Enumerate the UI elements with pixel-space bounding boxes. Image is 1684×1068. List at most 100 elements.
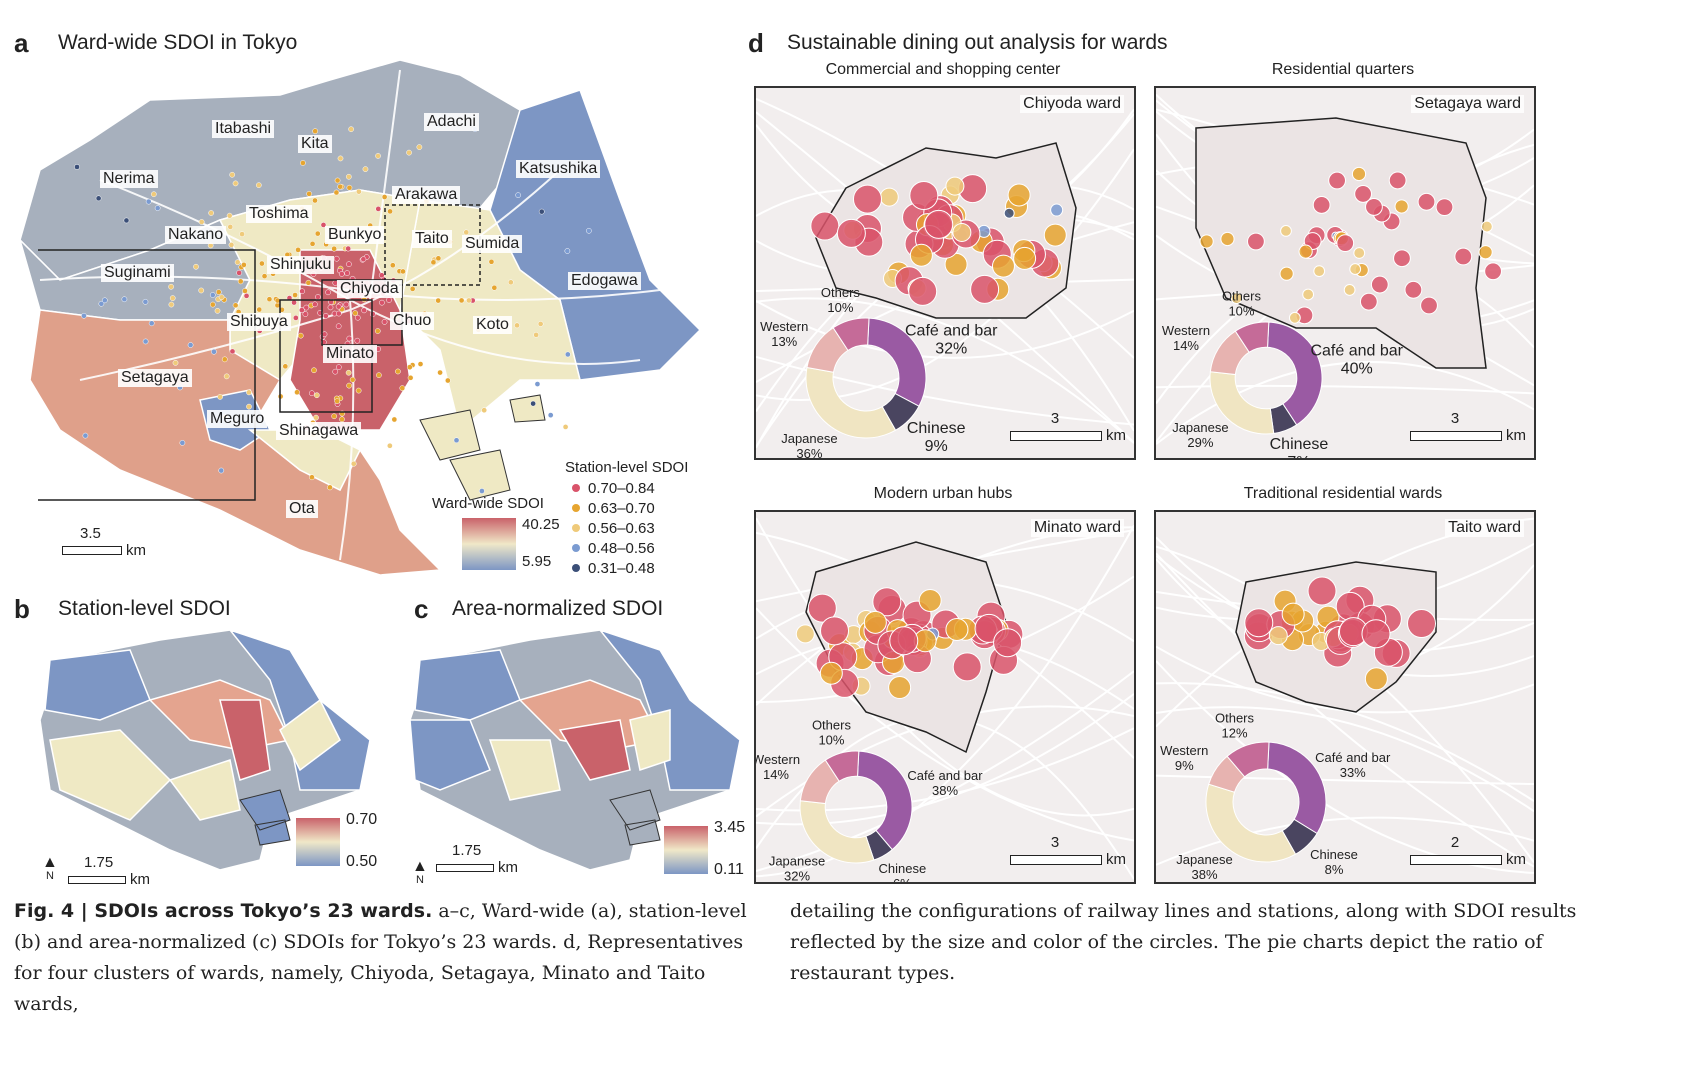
station-dot <box>255 182 262 189</box>
station-dot <box>261 273 268 280</box>
station-dot <box>221 356 228 363</box>
station-circle <box>970 274 1000 304</box>
scale-value: 3 <box>1050 410 1060 427</box>
station-dot <box>218 467 225 474</box>
figure-caption-text: a–c, Ward-wide (a), station-level (b) an… <box>14 900 747 1015</box>
station-dot <box>297 332 304 339</box>
station-dot <box>537 321 544 327</box>
station-circle <box>1435 198 1454 217</box>
station-dot <box>242 288 248 294</box>
ward-label-adachi: Adachi <box>424 113 479 131</box>
donut-label: Western <box>756 752 800 767</box>
scale-unit: km <box>1506 427 1526 444</box>
donut-label: Others <box>1215 710 1255 725</box>
station-dot <box>232 302 239 309</box>
station-dot <box>406 364 413 371</box>
cluster-title: Commercial and shopping center <box>825 61 1061 78</box>
station-circle <box>836 218 866 248</box>
station-circle <box>1281 602 1305 626</box>
donut-label: Others <box>1222 289 1262 304</box>
station-dot <box>352 310 359 316</box>
station-dot <box>239 231 245 237</box>
station-dot <box>236 270 242 276</box>
station-dot <box>381 319 388 325</box>
station-dot <box>294 389 300 396</box>
scale-value: 1.75 <box>452 842 482 859</box>
figure-caption-left: Fig. 4 | SDOIs across Tokyo’s 23 wards. … <box>14 896 754 1020</box>
station-circle <box>1199 234 1214 249</box>
station-circle <box>1247 232 1265 251</box>
bay-islands <box>419 394 546 501</box>
station-dot <box>218 294 225 301</box>
station-circle <box>1220 231 1235 247</box>
station-dot <box>193 263 199 270</box>
station-dot <box>198 219 205 225</box>
station-circle <box>1388 171 1407 190</box>
station-dot <box>354 314 361 321</box>
station-circle <box>1349 263 1362 275</box>
station-dot <box>400 268 406 275</box>
ward-legend-gradient <box>462 518 516 570</box>
donut-label: Others <box>821 285 861 300</box>
station-dot <box>82 432 89 439</box>
ward-label-arakawa: Arakawa <box>392 186 461 204</box>
station-dot <box>215 289 222 295</box>
station-dot <box>168 283 174 290</box>
station-dot <box>375 153 381 159</box>
street-line <box>1156 660 1534 874</box>
station-dot <box>391 416 398 423</box>
station-dot <box>335 323 342 330</box>
donut-slice-others <box>832 317 870 352</box>
donut-label: Café and bar <box>1310 343 1403 360</box>
station-dot <box>325 289 331 296</box>
legend-label: 0.63–0.70 <box>588 499 655 517</box>
station-dot <box>515 192 522 198</box>
panel-b-legend-gradient <box>296 818 340 866</box>
station-dot <box>154 205 161 211</box>
donut-percent: 10% <box>1228 304 1254 319</box>
scale-unit: km <box>126 542 146 559</box>
station-dot <box>534 381 541 387</box>
donut-percent: 8% <box>1325 862 1344 877</box>
station-circle <box>1393 249 1411 268</box>
station-dot <box>361 307 367 314</box>
north-label: N <box>415 874 424 886</box>
street-line <box>1156 552 1534 868</box>
ward-map-taito: Café and bar 33% Chinese 8% Japanese 38% Weste… <box>1154 510 1536 884</box>
ward-label-chiyoda: Chiyoda <box>337 280 402 298</box>
ward-label-minato: Minato <box>323 345 378 363</box>
donut-slice-caf-and-bar <box>857 750 913 851</box>
scale-bar <box>1410 430 1502 441</box>
station-dot <box>327 304 334 311</box>
station-dot <box>343 301 350 308</box>
station-dot <box>399 385 406 391</box>
station-circle <box>1288 311 1301 324</box>
station-legend-item: 0.48–0.56 <box>572 538 655 558</box>
station-dot <box>334 177 341 184</box>
ward-map-scale: 3 km <box>1410 410 1526 444</box>
station-circle <box>795 624 815 644</box>
donut-percent: 32% <box>784 869 810 882</box>
donut-slice-others <box>824 750 860 782</box>
station-circle <box>888 676 912 700</box>
station-dot <box>246 389 252 396</box>
station-dot <box>407 374 414 381</box>
station-dot <box>350 460 357 467</box>
station-dot <box>259 260 265 267</box>
station-dot <box>323 313 329 319</box>
station-dot <box>562 424 569 430</box>
ward-name-label: Setagaya ward <box>1411 95 1524 113</box>
station-dot <box>348 126 354 133</box>
donut-percent: 38% <box>932 783 958 798</box>
street-line <box>1156 360 1534 445</box>
station-dot <box>547 412 554 418</box>
station-dot <box>345 245 352 252</box>
donut-percent: 33% <box>1340 765 1366 780</box>
donut-percent: 14% <box>1173 338 1199 353</box>
legend-dot-icon <box>572 484 580 492</box>
figure-caption-title: Fig. 4 | SDOIs across Tokyo’s 23 wards. <box>14 900 433 922</box>
scale-bar <box>436 863 494 872</box>
station-dot <box>445 377 451 384</box>
